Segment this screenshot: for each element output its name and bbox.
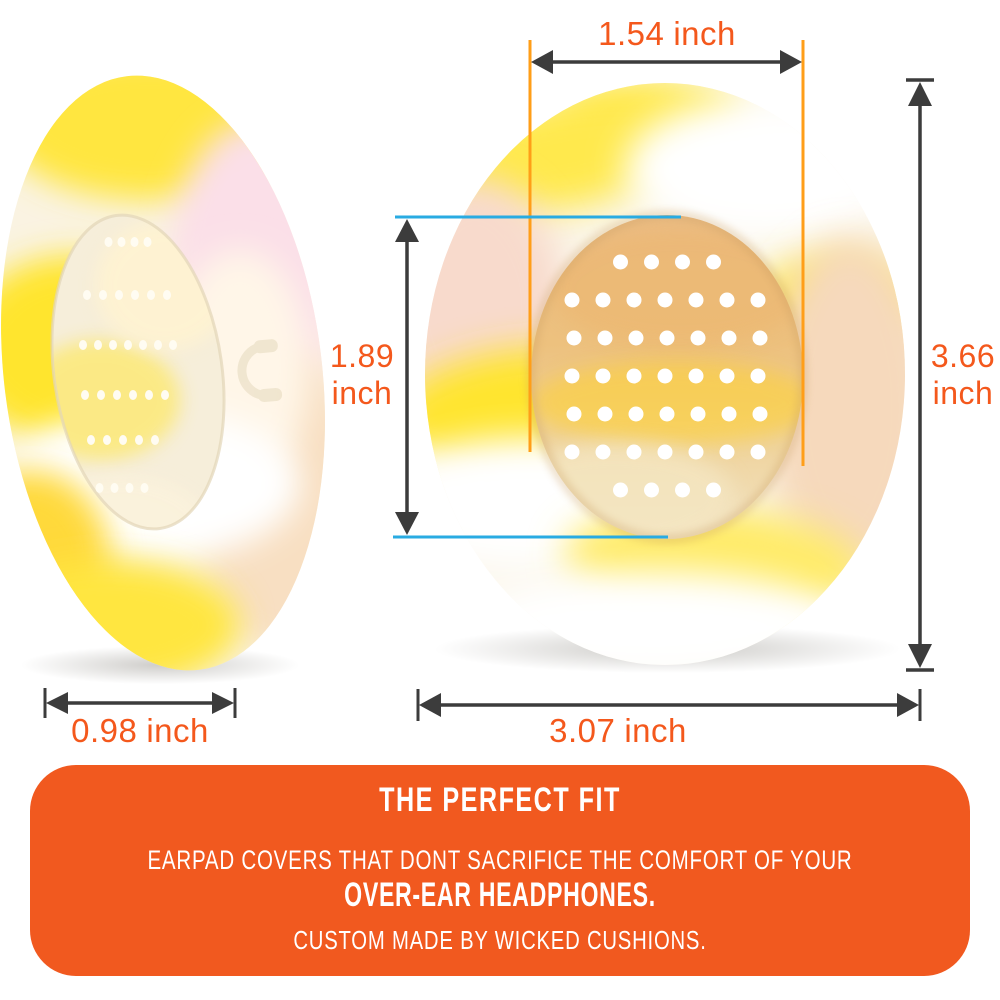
- banner-title: THE PERFECT FIT: [379, 781, 621, 819]
- label-pad-thickness: 0.98 inch: [37, 712, 243, 750]
- pad-thickness-unit: inch: [146, 712, 209, 749]
- outer-width-value: 3.07: [549, 712, 616, 749]
- label-outer-width: 3.07 inch: [468, 712, 768, 750]
- right-pad-perforation-dots: [564, 254, 768, 498]
- marketing-banner: THE PERFECT FIT EARPAD COVERS THAT DONT …: [30, 765, 970, 976]
- inner-height-value: 1.89: [329, 338, 395, 374]
- banner-footnote: CUSTOM MADE BY WICKED CUSHIONS.: [293, 925, 707, 955]
- pad-thickness-value: 0.98: [71, 712, 138, 749]
- label-outer-height: 3.66 inch: [924, 338, 1000, 412]
- label-inner-height: 1.89 inch: [324, 338, 400, 412]
- inner-width-unit: inch: [673, 15, 736, 52]
- earpad-front-view-photo: [425, 83, 905, 665]
- earpad-side-view-photo: [0, 70, 335, 685]
- label-inner-width: 1.54 inch: [520, 15, 814, 53]
- wicked-cushions-emboss-logo-icon: [237, 339, 283, 403]
- banner-subtitle-bold: OVER-EAR HEADPHONES.: [344, 876, 656, 914]
- outer-width-unit: inch: [624, 712, 687, 749]
- inner-height-unit: inch: [331, 375, 393, 411]
- outer-height-value: 3.66: [930, 338, 996, 374]
- outer-height-unit: inch: [932, 375, 994, 411]
- arrow-inner-width: [531, 50, 802, 74]
- right-pad-marble: [425, 83, 905, 665]
- left-pad-perforation-dots: [79, 237, 177, 493]
- inner-width-value: 1.54: [598, 15, 665, 52]
- left-pad-opening-rim: [50, 213, 226, 531]
- banner-subtitle: EARPAD COVERS THAT DONT SACRIFICE THE CO…: [147, 845, 853, 875]
